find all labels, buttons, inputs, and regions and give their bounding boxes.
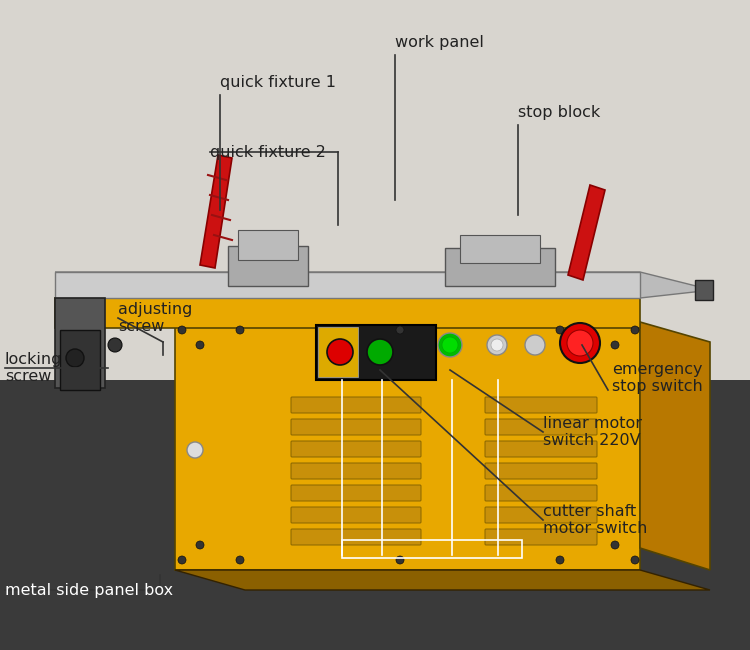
Circle shape: [491, 339, 503, 351]
Circle shape: [560, 323, 600, 363]
FancyBboxPatch shape: [291, 397, 421, 413]
FancyBboxPatch shape: [485, 463, 597, 479]
Bar: [55, 272, 640, 298]
Circle shape: [631, 556, 639, 564]
Circle shape: [236, 556, 244, 564]
Bar: [316, 325, 436, 380]
Circle shape: [611, 541, 619, 549]
Polygon shape: [175, 570, 710, 590]
Text: adjusting
screw: adjusting screw: [118, 302, 192, 334]
FancyBboxPatch shape: [485, 397, 597, 413]
Bar: [342, 540, 522, 558]
Circle shape: [236, 326, 244, 334]
Bar: [445, 248, 555, 286]
Bar: [60, 330, 100, 390]
Text: emergency
stop switch: emergency stop switch: [612, 362, 703, 394]
Circle shape: [631, 326, 639, 334]
FancyBboxPatch shape: [291, 529, 421, 545]
Bar: [55, 298, 105, 388]
Polygon shape: [640, 322, 710, 570]
Circle shape: [442, 337, 458, 353]
Text: linear motor
switch 220V: linear motor switch 220V: [543, 416, 642, 448]
Bar: [55, 298, 640, 328]
FancyBboxPatch shape: [485, 441, 597, 457]
FancyBboxPatch shape: [485, 419, 597, 435]
Text: locking
screw: locking screw: [5, 352, 62, 384]
Circle shape: [196, 541, 204, 549]
Bar: [0, 380, 750, 650]
FancyBboxPatch shape: [291, 463, 421, 479]
Circle shape: [525, 335, 545, 355]
Circle shape: [108, 338, 122, 352]
Text: work panel: work panel: [395, 34, 484, 49]
Text: stop block: stop block: [518, 105, 600, 120]
Bar: [695, 280, 713, 300]
Circle shape: [66, 349, 84, 367]
FancyBboxPatch shape: [485, 485, 597, 501]
Bar: [238, 230, 298, 260]
Circle shape: [196, 341, 204, 349]
Text: metal side panel box: metal side panel box: [5, 582, 173, 597]
Circle shape: [187, 442, 203, 458]
Bar: [228, 246, 308, 286]
FancyBboxPatch shape: [291, 441, 421, 457]
Circle shape: [556, 556, 564, 564]
FancyBboxPatch shape: [291, 419, 421, 435]
Circle shape: [556, 326, 564, 334]
Bar: [0, 0, 750, 380]
Polygon shape: [200, 155, 232, 268]
Text: cutter shaft
motor switch: cutter shaft motor switch: [543, 504, 647, 536]
Text: quick fixture 2: quick fixture 2: [210, 144, 326, 159]
FancyBboxPatch shape: [291, 485, 421, 501]
Circle shape: [396, 556, 404, 564]
Circle shape: [367, 339, 393, 365]
Bar: [318, 327, 358, 377]
Circle shape: [487, 335, 507, 355]
Polygon shape: [568, 185, 605, 280]
Circle shape: [178, 326, 186, 334]
FancyBboxPatch shape: [291, 507, 421, 523]
Circle shape: [438, 333, 462, 357]
Bar: [460, 235, 540, 263]
FancyBboxPatch shape: [485, 507, 597, 523]
Circle shape: [396, 326, 404, 334]
Circle shape: [567, 330, 593, 356]
Text: quick fixture 1: quick fixture 1: [220, 75, 336, 90]
Circle shape: [327, 339, 353, 365]
Polygon shape: [55, 272, 712, 298]
Circle shape: [178, 556, 186, 564]
Circle shape: [611, 341, 619, 349]
FancyBboxPatch shape: [485, 529, 597, 545]
Bar: [175, 322, 640, 570]
